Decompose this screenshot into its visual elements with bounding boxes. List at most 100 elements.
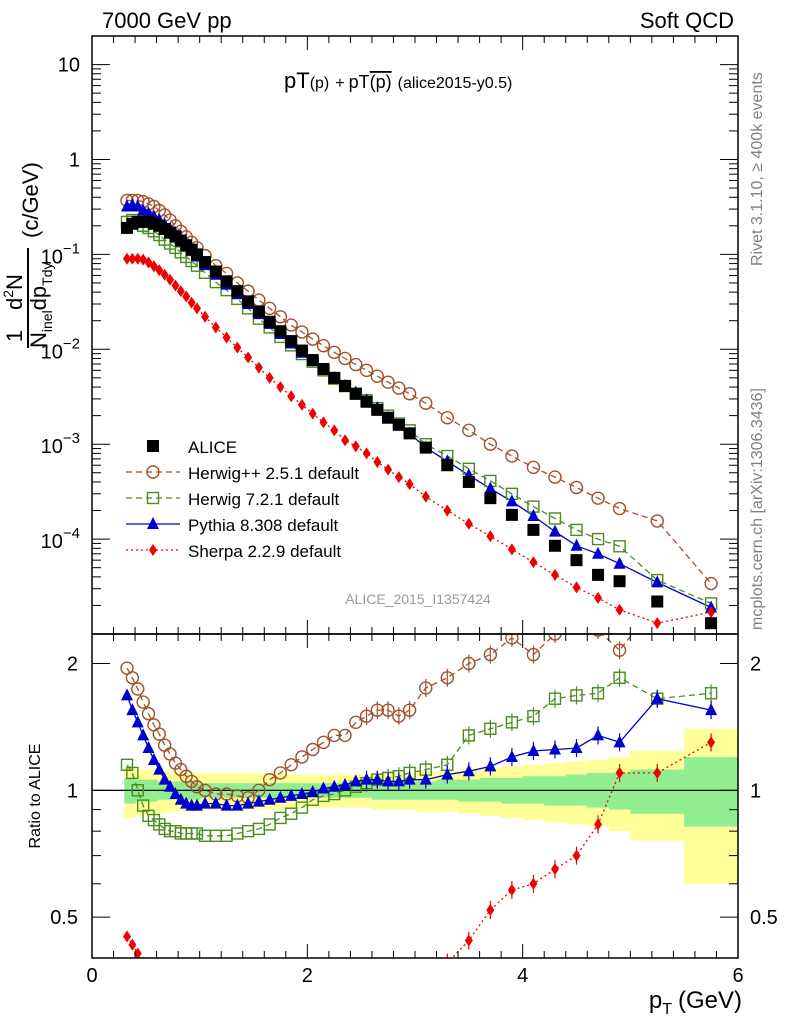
data-point — [341, 434, 350, 447]
ylabel-denominator: NineldpTdy — [26, 262, 55, 348]
ratio-point — [171, 999, 179, 1011]
data-point — [166, 273, 175, 286]
top-ylabel: 1 d2N NineldpTdy (c/GeV) — [0, 162, 55, 348]
ratio-point — [548, 742, 561, 755]
ratio-point — [262, 772, 277, 787]
y-tick-exponent: −1 — [63, 240, 80, 257]
ratio-point — [147, 753, 160, 766]
series-points-4 — [122, 252, 716, 630]
ratio-point — [309, 1017, 317, 1024]
legend-marker — [147, 517, 159, 529]
data-point — [373, 455, 382, 468]
ylabel-unit: (c/GeV) — [18, 162, 43, 238]
ratio-point — [182, 1011, 190, 1023]
uncertainty-band-inner — [608, 772, 631, 810]
data-point — [592, 546, 605, 559]
data-point — [704, 576, 718, 591]
x-tick-label: 6 — [732, 965, 743, 987]
data-point — [403, 427, 416, 440]
data-point — [548, 539, 561, 552]
ratio-point — [155, 982, 163, 994]
data-point — [612, 501, 627, 516]
ratio-y-tick-label-right: 2 — [750, 654, 761, 676]
ratio-point — [349, 774, 362, 787]
ratio-point — [285, 788, 298, 801]
data-point — [199, 256, 212, 269]
ratio-point — [128, 938, 137, 951]
ratio-point — [527, 709, 540, 723]
data-point — [128, 252, 137, 265]
series-line-4 — [127, 258, 712, 624]
data-point — [484, 481, 497, 494]
y-tick-label: 10 — [58, 55, 80, 77]
legend-marker — [149, 544, 157, 556]
data-point — [527, 509, 540, 522]
ratio-point — [231, 827, 244, 840]
ratio-ylabel: Ratio to ALICE — [27, 744, 44, 849]
data-point — [201, 310, 210, 323]
data-point — [382, 411, 395, 424]
data-point — [187, 296, 196, 309]
ratio-point — [615, 766, 624, 779]
data-point — [349, 357, 363, 372]
ratio-point — [483, 647, 498, 662]
data-point — [211, 321, 220, 334]
ratio-point — [295, 750, 309, 764]
data-point — [295, 344, 308, 357]
ylabel-one: 1 — [2, 330, 27, 342]
data-point — [252, 293, 266, 307]
ratio-point — [263, 818, 276, 831]
data-point — [507, 543, 516, 556]
ratio-point — [150, 971, 158, 983]
data-point — [443, 504, 452, 517]
ratio-point — [613, 671, 626, 684]
ratio-point — [402, 703, 417, 717]
ratio-point — [505, 749, 518, 762]
data-point — [328, 371, 341, 384]
legend-label: Herwig++ 2.5.1 default — [188, 464, 359, 483]
ratio-point — [126, 766, 139, 780]
top-series-group — [120, 193, 718, 630]
data-point — [231, 285, 244, 298]
ratio-point — [327, 728, 341, 743]
ratio-point — [360, 772, 373, 785]
data-point — [570, 554, 583, 567]
ratio-point — [133, 947, 142, 958]
ratio-point — [392, 709, 406, 723]
y-tick-exponent: −2 — [63, 335, 80, 352]
data-point — [441, 459, 454, 472]
ratio-point — [462, 656, 476, 671]
y-tick-label: 10−4 — [41, 525, 80, 553]
ratio-y-tick-label: 0.5 — [50, 907, 78, 929]
ratio-point — [161, 987, 169, 999]
ratio-point — [382, 774, 395, 787]
ratio-point — [505, 716, 519, 729]
data-point — [133, 252, 142, 265]
ratio-point — [440, 671, 454, 685]
y-tick-mantissa: 10 — [41, 436, 63, 458]
data-point — [351, 440, 360, 453]
ratio-point — [122, 930, 131, 943]
data-point — [295, 325, 309, 339]
data-point — [548, 524, 561, 537]
data-point — [384, 463, 393, 476]
data-point — [252, 305, 265, 318]
data-point — [242, 295, 255, 308]
ratio-y-tick-label: 2 — [67, 654, 78, 676]
data-point — [370, 369, 385, 383]
ratio-point — [462, 729, 476, 742]
uncertainty-band-inner — [684, 756, 738, 827]
ratio-point — [705, 703, 718, 716]
ratio-points-0 — [120, 634, 627, 805]
legend-item: Pythia 8.308 default — [126, 516, 339, 535]
data-point — [402, 387, 417, 401]
ratio-point — [529, 877, 538, 890]
data-point — [440, 411, 454, 425]
ratio-point — [136, 695, 150, 709]
data-point — [263, 315, 276, 328]
data-point — [284, 318, 298, 332]
ratio-panel — [92, 634, 738, 1024]
data-point — [171, 279, 180, 292]
data-point — [548, 470, 562, 484]
